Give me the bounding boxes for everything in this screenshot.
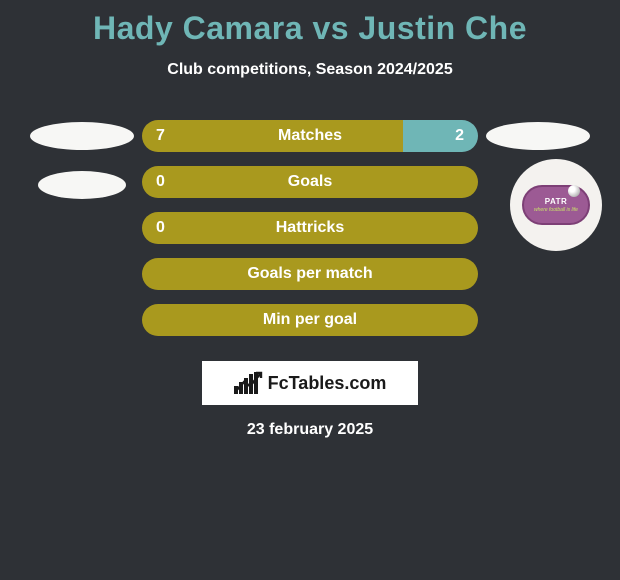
stat-bar-left bbox=[142, 304, 478, 336]
badge-text-main: PATR bbox=[545, 197, 568, 206]
bar-chart-icon bbox=[234, 372, 262, 394]
stat-bar: Min per goal bbox=[142, 304, 478, 336]
stat-row: 72Matches bbox=[0, 113, 620, 159]
soccer-ball-icon bbox=[568, 185, 580, 197]
player-left-avatar-col bbox=[22, 165, 142, 199]
page-title: Hady Camara vs Justin Che bbox=[0, 0, 620, 47]
brand-text: FcTables.com bbox=[268, 373, 387, 394]
stat-bar-right: 2 bbox=[403, 120, 478, 152]
stat-row: Goals per match bbox=[0, 251, 620, 297]
comparison-bars: 72Matches 0Goals 0Hattricks Goals per match… bbox=[0, 113, 620, 343]
player-right-badge: PATRwhere football is life bbox=[510, 159, 602, 251]
stat-bar: 0Hattricks bbox=[142, 212, 478, 244]
player-left-avatar bbox=[38, 171, 126, 199]
stat-bar-left bbox=[142, 258, 478, 290]
stat-bar-left: 7 bbox=[142, 120, 403, 152]
footer-date: 23 february 2025 bbox=[0, 421, 620, 439]
stat-bar: Goals per match bbox=[142, 258, 478, 290]
stat-row: Min per goal bbox=[0, 297, 620, 343]
stat-bar: 0Goals bbox=[142, 166, 478, 198]
page-subtitle: Club competitions, Season 2024/2025 bbox=[0, 61, 620, 79]
player-left-avatar bbox=[30, 122, 134, 150]
badge-text-sub: where football is life bbox=[534, 207, 578, 213]
brand-badge: FcTables.com bbox=[202, 361, 418, 405]
player-right-avatar-col bbox=[478, 122, 598, 150]
brand-icon-arrow bbox=[234, 370, 264, 394]
stat-bar-left: 0 bbox=[142, 212, 478, 244]
player-right-avatar bbox=[486, 122, 590, 150]
stat-bar: 72Matches bbox=[142, 120, 478, 152]
player-left-avatar-col bbox=[22, 122, 142, 150]
stat-bar-left: 0 bbox=[142, 166, 478, 198]
